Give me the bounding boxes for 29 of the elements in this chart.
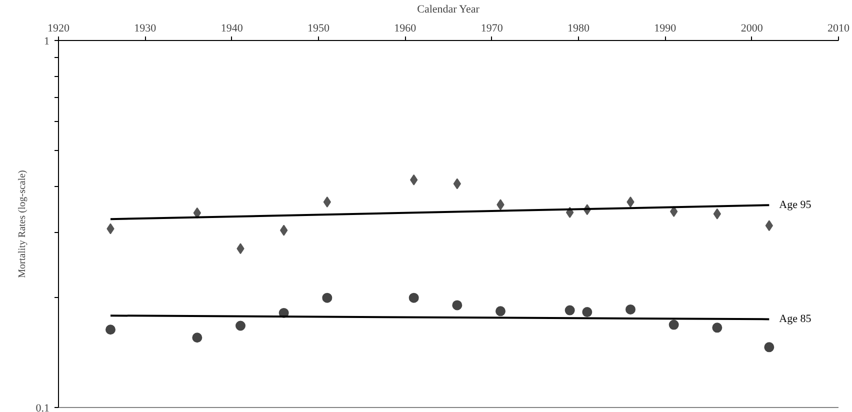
point — [626, 304, 636, 314]
x-axis-title: Calendar Year — [417, 4, 480, 16]
y-tick-label: 1 — [44, 36, 50, 48]
point — [582, 307, 592, 318]
x-tick-label: 1970 — [480, 22, 504, 34]
x-tick-label: 1950 — [308, 22, 330, 34]
point — [236, 320, 246, 331]
point — [322, 292, 332, 303]
x-tick-label: 1960 — [394, 22, 417, 34]
x-tick-label: 2000 — [740, 22, 764, 34]
x-tick-label: 1990 — [654, 22, 677, 34]
point — [764, 342, 774, 352]
point — [564, 305, 575, 316]
y-tick-label: 0.1 — [36, 402, 50, 412]
point — [408, 292, 419, 303]
y-axis-title: Mortality Rates (log-scale) — [16, 170, 28, 278]
point — [106, 324, 116, 335]
point — [192, 332, 202, 343]
point — [496, 306, 506, 316]
point — [452, 300, 462, 310]
x-tick-label: 1930 — [134, 22, 157, 34]
series-label: Age 85 — [779, 313, 812, 326]
x-tick-label: 1920 — [48, 22, 70, 34]
point — [712, 322, 722, 333]
series-label: Age 95 — [779, 199, 812, 212]
x-tick-label: 1980 — [568, 22, 590, 34]
x-tick-label: 2010 — [828, 22, 850, 34]
x-tick-label: 1940 — [220, 22, 244, 34]
point — [668, 320, 679, 330]
